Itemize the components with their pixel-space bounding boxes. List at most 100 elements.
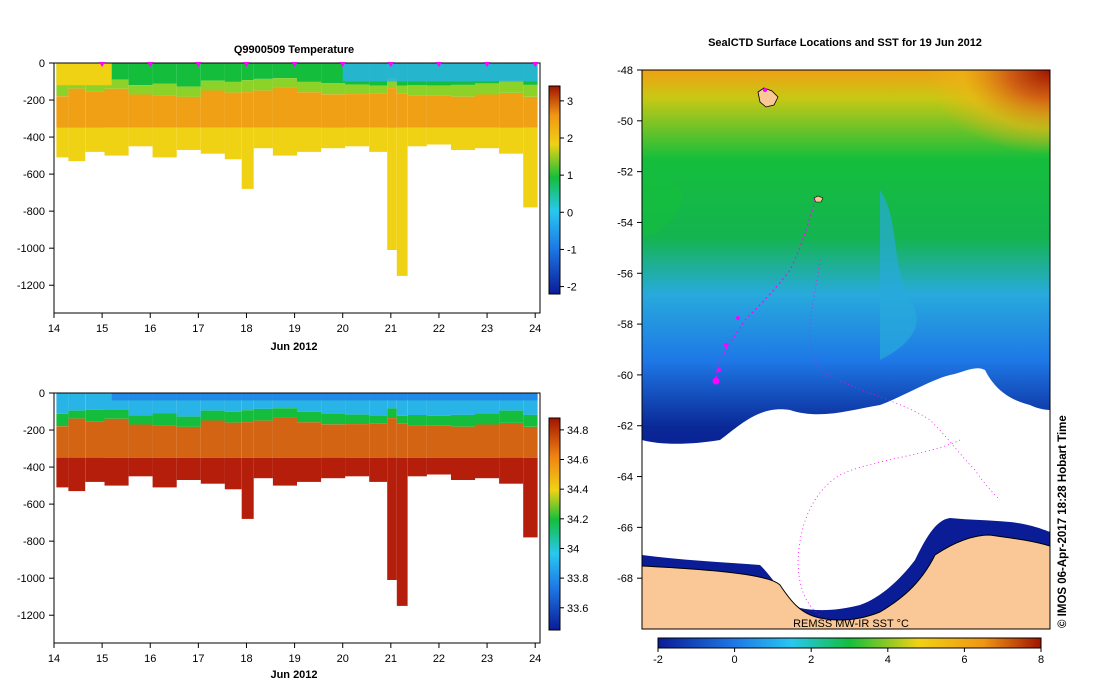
section-cell	[272, 63, 297, 79]
section-cell	[241, 127, 254, 189]
x-tick-label: 14	[48, 653, 60, 665]
section-cell	[56, 413, 69, 427]
y-tick-label: -200	[23, 95, 45, 107]
section-cell	[396, 93, 408, 128]
section-cell	[321, 63, 346, 84]
section-cell	[68, 393, 86, 411]
section-cell	[224, 457, 242, 490]
sst-tick-label: 6	[961, 654, 967, 666]
section-cell	[253, 127, 273, 149]
section-cell	[85, 79, 105, 92]
temperature-section	[56, 63, 538, 276]
seal-surface-location	[736, 316, 740, 320]
lat-tick-label: -48	[617, 65, 633, 77]
section-cell	[68, 410, 86, 419]
section-cell	[475, 127, 500, 149]
temperature-x-axis: 14 15 16 17 18 19 20 21 22 23 24	[48, 313, 541, 335]
colorbar-tick-label: 34	[567, 543, 579, 555]
section-cell	[499, 423, 524, 458]
section-cell	[272, 417, 297, 458]
section-cell	[56, 83, 69, 97]
y-tick-label: -1200	[17, 280, 45, 292]
sst-map: REMSS MW-IR SST °C	[642, 70, 1050, 630]
section-cell	[475, 424, 500, 458]
x-tick-label: 22	[433, 653, 445, 665]
section-cell	[451, 457, 476, 480]
section-cell	[128, 415, 153, 425]
x-tick-label: 18	[240, 323, 252, 335]
section-cell	[387, 88, 397, 128]
section-cell	[224, 411, 242, 423]
x-tick-label: 15	[96, 653, 108, 665]
green-eddy	[642, 178, 682, 236]
section-cell	[224, 127, 242, 160]
section-cell	[369, 127, 388, 152]
warm-water-region	[842, 70, 1050, 210]
section-cell	[451, 426, 476, 458]
section-cell	[407, 85, 427, 96]
lat-tick-label: -50	[617, 116, 633, 128]
map-frame	[641, 69, 1051, 630]
map-source-label: REMSS MW-IR SST °C	[793, 618, 909, 630]
section-cell	[345, 414, 370, 425]
section-cell	[272, 408, 297, 418]
section-cell	[387, 127, 397, 250]
section-cell	[426, 95, 451, 128]
x-tick-label: 15	[96, 323, 108, 335]
y-tick-label: -800	[23, 206, 45, 218]
salinity-colorbar-ticks: 34.8 34.6 34.4 34.2 34 33.8 33.6	[560, 425, 588, 615]
section-cell	[85, 457, 105, 482]
profile-marker	[435, 62, 442, 67]
lat-tick-label: -60	[617, 370, 633, 382]
section-cell	[499, 93, 524, 128]
lat-tick-label: -68	[617, 573, 633, 585]
section-cell	[200, 127, 225, 154]
salinity-x-label: Jun 2012	[270, 669, 317, 681]
temperature-panel: Q9900509 Temperature 14 15 16 17 18 19 20 21 22 2…	[17, 44, 577, 353]
y-tick-label: -800	[23, 536, 45, 548]
section-cell	[224, 63, 242, 82]
section-cell	[297, 127, 322, 152]
section-cell	[176, 96, 201, 128]
section-cell	[297, 422, 322, 458]
cool-water-tongue	[880, 190, 917, 360]
section-cell	[523, 457, 538, 538]
profile-marker	[99, 62, 106, 67]
colorbar-tick-label: 34.8	[567, 425, 588, 437]
profile-marker	[484, 62, 491, 67]
colorbar-tick-label: -2	[567, 282, 577, 294]
map-latitude-axis: -48 -50 -52 -54 -56 -58 -60 -62 -64 -66 -68	[617, 65, 642, 585]
y-tick-label: 0	[39, 388, 45, 400]
section-cell	[104, 88, 129, 128]
section-cell	[272, 87, 297, 128]
section-cell	[407, 426, 427, 458]
section-cell	[499, 457, 524, 484]
section-cell	[345, 84, 370, 95]
section-cell	[253, 420, 273, 458]
section-cell	[396, 127, 408, 276]
salinity-section	[56, 393, 538, 606]
section-cell	[200, 90, 225, 128]
colorbar-tick-label: 0	[567, 207, 573, 219]
section-cell	[85, 127, 105, 152]
section-cell	[426, 425, 451, 458]
section-cell	[407, 415, 427, 426]
section-cell	[241, 457, 254, 519]
colorbar-tick-label: 34.2	[567, 514, 588, 526]
salinity-plot-frame	[53, 392, 541, 644]
section-cell	[241, 422, 254, 458]
island-small	[813, 195, 824, 203]
section-cell	[321, 424, 346, 458]
seal-surface-location	[712, 377, 720, 385]
coastal-ice-band	[642, 518, 1050, 620]
seal-surface-location	[717, 368, 721, 372]
map-title: SealCTD Surface Locations and SST for 19…	[708, 37, 982, 49]
section-cell	[499, 127, 524, 154]
section-cell	[523, 426, 538, 458]
x-tick-label: 23	[481, 653, 493, 665]
lat-tick-label: -54	[617, 217, 633, 229]
section-cell	[253, 90, 273, 128]
section-cell	[499, 410, 524, 423]
temperature-x-label: Jun 2012	[270, 341, 317, 353]
coastline	[642, 534, 1050, 621]
